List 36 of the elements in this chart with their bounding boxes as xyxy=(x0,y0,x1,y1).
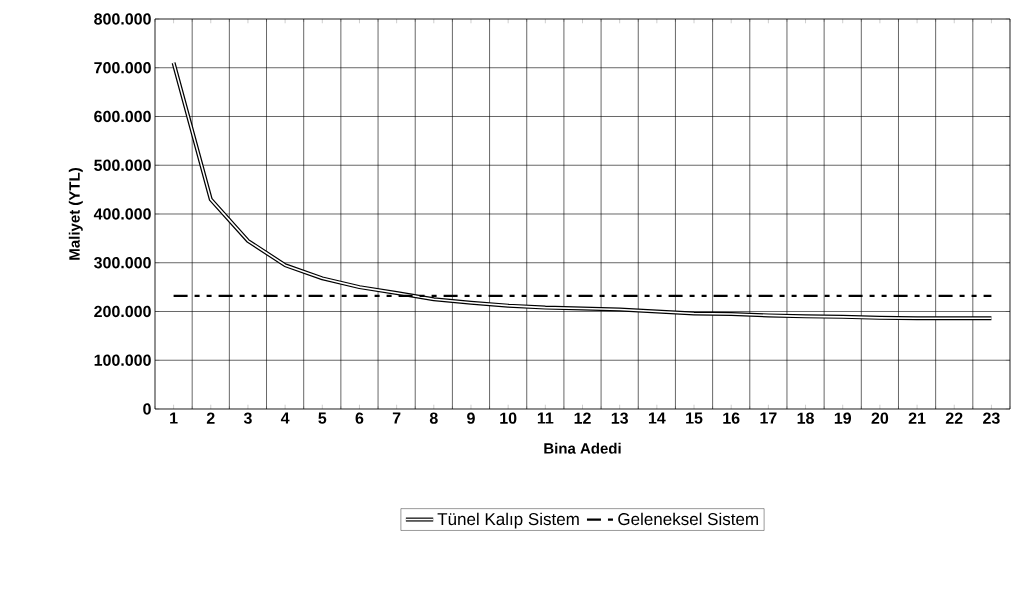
x-tick-label: 5 xyxy=(318,412,327,424)
y-tick-label: 800.000 xyxy=(94,13,151,25)
x-tick-label: 10 xyxy=(500,412,517,424)
y-tick-label: 100.000 xyxy=(94,354,151,366)
y-tick-label: 500.000 xyxy=(94,159,151,171)
x-tick-label: 6 xyxy=(355,412,364,424)
y-tick-label: 400.000 xyxy=(93,208,151,220)
x-tick-label: 9 xyxy=(467,412,475,424)
x-tick-label: 15 xyxy=(686,412,703,424)
x-tick-label: 18 xyxy=(797,412,814,424)
y-axis-title: Maliyet (YTL) xyxy=(68,168,83,260)
x-tick-label: 8 xyxy=(429,412,438,424)
y-tick-label: 700.000 xyxy=(94,62,151,74)
legend-label: Geleneksel Sistem xyxy=(618,512,758,526)
y-tick-label: 600.000 xyxy=(94,110,151,123)
x-tick-label: 19 xyxy=(834,412,852,424)
x-tick-label: 1 xyxy=(170,412,178,424)
y-tick-label: 200.000 xyxy=(94,305,151,318)
x-tick-label: 13 xyxy=(611,412,628,424)
y-tick-label: 300.000 xyxy=(94,257,151,269)
x-tick-label: 22 xyxy=(945,412,963,424)
x-tick-label: 14 xyxy=(648,412,666,424)
x-tick-label: 20 xyxy=(871,412,889,424)
x-tick-label: 7 xyxy=(392,412,401,424)
x-tick-label: 16 xyxy=(723,412,740,424)
x-tick-label: 2 xyxy=(206,412,215,424)
x-tick-label: 4 xyxy=(280,412,290,424)
x-tick-label: 17 xyxy=(760,412,777,424)
x-tick-label: 3 xyxy=(243,412,252,424)
x-tick-label: 23 xyxy=(983,412,1000,424)
x-tick-label: 11 xyxy=(537,412,554,424)
legend-label: Tünel Kalıp Sistem xyxy=(437,512,579,529)
y-tick-label: 0 xyxy=(143,403,151,415)
x-axis-title: Bina Adedi xyxy=(544,442,621,454)
x-tick-label: 12 xyxy=(574,412,591,424)
x-tick-label: 21 xyxy=(908,412,926,424)
